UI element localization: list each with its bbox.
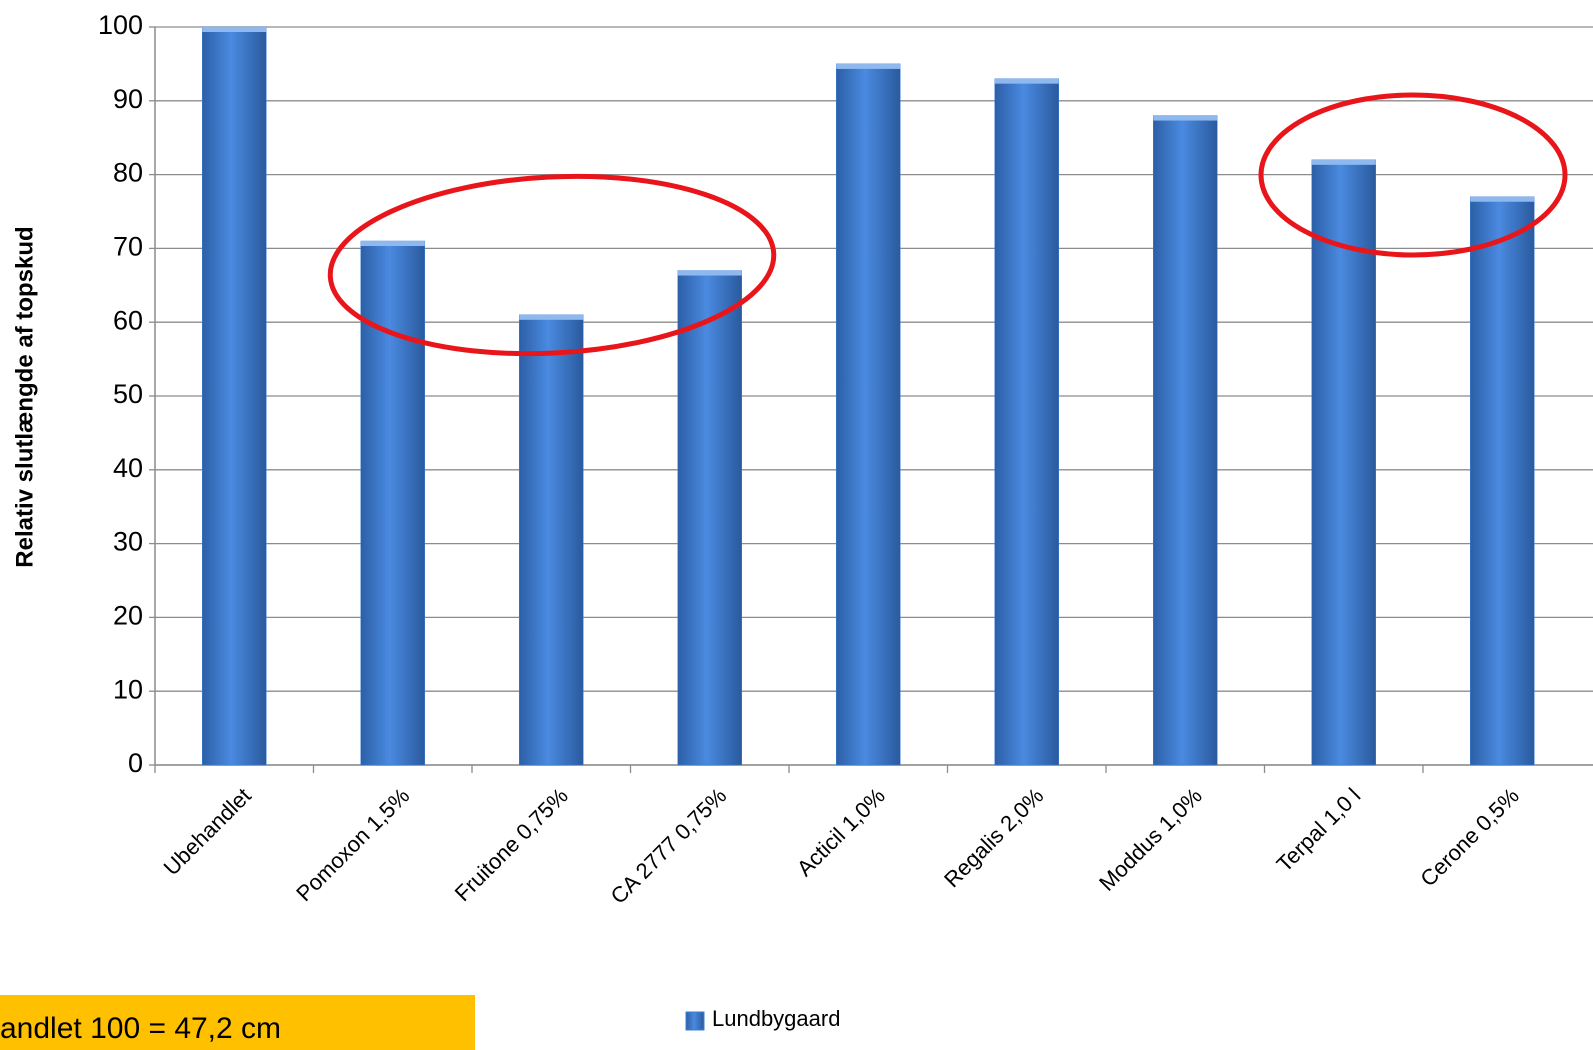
bar-cap (836, 63, 901, 69)
y-tick-label: 60 (113, 305, 143, 335)
bar (360, 240, 425, 766)
bar-cap (677, 270, 742, 276)
legend-swatch (685, 1011, 705, 1031)
bar-cap (994, 78, 1059, 84)
y-tick-label: 50 (113, 379, 143, 409)
x-tick-label: Cerone 0,5% (1415, 783, 1523, 891)
y-tick-label: 100 (98, 10, 143, 40)
plot: 0 10 20 30 40 50 60 70 80 90 100 Ubehandlet Pomoxon … (98, 10, 1593, 1031)
bar (1153, 115, 1218, 766)
annotation-box (0, 995, 475, 1050)
y-tick-label: 10 (113, 674, 143, 704)
x-tick-label: Ubehandlet (159, 783, 256, 880)
y-tick-label: 80 (113, 158, 143, 188)
x-tick-label: Regalis 2,0% (939, 783, 1048, 892)
bar (1470, 196, 1535, 766)
bar (836, 63, 901, 766)
bar (677, 270, 742, 766)
y-tick-label: 30 (113, 527, 143, 557)
x-tick-label: Pomoxon 1,5% (291, 783, 414, 906)
bar (519, 314, 584, 766)
y-tick-label: 40 (113, 453, 143, 483)
bar (1311, 159, 1376, 766)
bar-cap (1470, 196, 1535, 202)
x-tick-label: CA 2777 0,75% (606, 783, 732, 909)
annotation: andlet 100 = 47,2 cm (0, 1012, 281, 1045)
bar (202, 26, 267, 766)
bar (994, 78, 1059, 766)
y-tick-label: 0 (128, 748, 143, 778)
y-axis-label: Relativ slutlængde af topskud (11, 226, 38, 567)
x-tick-label: Acticil 1,0% (792, 783, 890, 881)
bar-cap (519, 314, 584, 320)
bar-cap (202, 27, 267, 32)
x-tick-label: Terpal 1,0 l (1272, 783, 1366, 877)
y-tick-label: 20 (113, 601, 143, 631)
x-tick-label: Moddus 1,0% (1094, 783, 1207, 896)
highlight-ellipse (1258, 92, 1568, 258)
x-tick-label: Fruitone 0,75% (450, 783, 573, 906)
bar-cap (1153, 115, 1218, 121)
legend-label: Lundbygaard (712, 1006, 840, 1031)
y-tick-label: 70 (113, 232, 143, 262)
bar-cap (360, 241, 425, 247)
y-tick-label: 90 (113, 84, 143, 114)
bar-cap (1311, 159, 1376, 165)
highlight-ellipse (327, 173, 777, 357)
